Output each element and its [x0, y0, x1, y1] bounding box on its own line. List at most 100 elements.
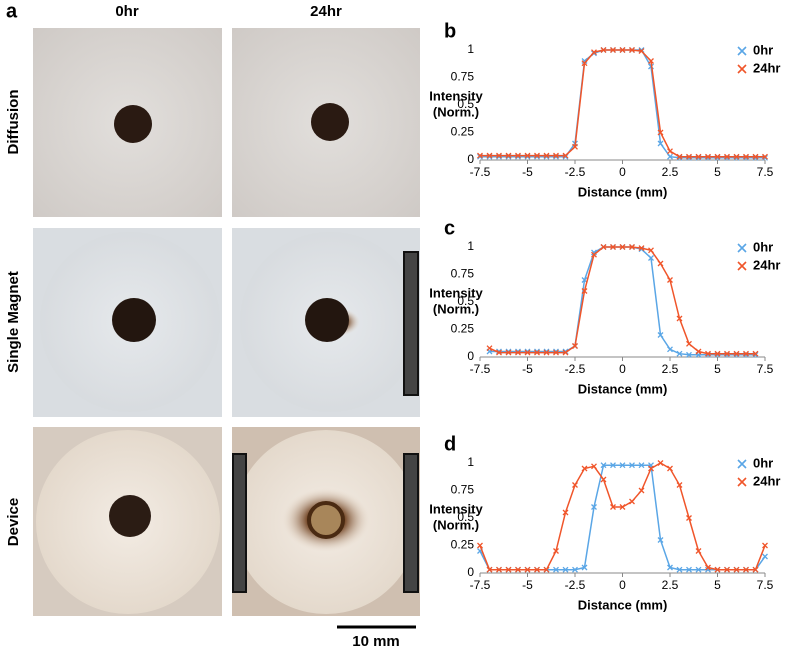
point-marker [676, 153, 683, 160]
row-header: Single Magnet [5, 271, 22, 373]
point-marker [743, 566, 749, 573]
point-marker [752, 566, 759, 573]
point-marker [705, 153, 711, 160]
point-marker [762, 542, 768, 549]
point-marker [581, 60, 588, 67]
point-marker [648, 247, 654, 254]
legend-marker [737, 46, 747, 56]
point-marker [638, 47, 645, 53]
legend-label: 0hr [753, 455, 773, 470]
point-marker [496, 566, 502, 573]
point-marker [619, 244, 626, 250]
point-marker [629, 244, 635, 250]
point-marker [638, 245, 645, 252]
point-marker [695, 348, 702, 355]
y-tick-label: 0 [467, 349, 474, 363]
point-marker [724, 153, 730, 160]
legend-label: 24hr [753, 60, 780, 75]
point-marker [733, 350, 740, 357]
x-tick-label: -5 [522, 578, 533, 592]
series-line [479, 462, 766, 571]
y-axis-title: Intensity [429, 88, 483, 103]
point-marker [534, 349, 540, 356]
point-marker [562, 566, 569, 573]
point-marker [695, 566, 702, 573]
point-marker [667, 153, 673, 160]
point-marker [610, 462, 616, 469]
panel-label: b [444, 20, 456, 42]
point-marker [581, 564, 588, 571]
point-marker [676, 482, 683, 488]
point-marker [629, 462, 635, 469]
y-axis-title: (Norm.) [433, 301, 479, 316]
point-marker [496, 152, 502, 159]
point-marker [581, 277, 588, 283]
point-marker [600, 47, 607, 53]
x-tick-label: 0 [619, 578, 626, 592]
x-tick-label: -2.5 [565, 362, 586, 376]
point-marker [657, 332, 664, 338]
point-marker [524, 566, 531, 573]
point-marker [667, 277, 673, 283]
point-marker [505, 566, 512, 573]
point-marker [638, 48, 645, 55]
legend-label: 0hr [753, 239, 773, 254]
point-marker [629, 498, 635, 505]
magnet [232, 453, 247, 593]
point-marker [553, 152, 559, 159]
point-marker [505, 152, 512, 159]
point-marker [610, 244, 616, 250]
panel-label: d [444, 433, 456, 455]
y-tick-label: 0 [467, 152, 474, 166]
point-marker [705, 564, 711, 571]
x-tick-label: 2.5 [662, 362, 679, 376]
point-marker [714, 350, 721, 357]
series-line [480, 49, 765, 159]
x-tick-label: 2.5 [662, 165, 679, 179]
y-tick-label: 0.75 [451, 70, 475, 84]
legend-label: 24hr [753, 473, 780, 488]
magnet [403, 453, 419, 593]
point-marker [724, 350, 730, 357]
point-marker [534, 566, 540, 573]
point-marker [591, 251, 597, 258]
point-marker [477, 152, 483, 159]
spot [112, 298, 156, 342]
point-marker [610, 47, 616, 53]
x-tick-label: -2.5 [565, 165, 586, 179]
point-marker [676, 350, 683, 357]
point-marker [657, 129, 664, 136]
point-marker [686, 153, 692, 160]
x-tick-label: 7.5 [757, 362, 774, 376]
point-marker [543, 152, 550, 159]
y-tick-label: 0.75 [451, 267, 475, 281]
point-marker [591, 504, 597, 510]
spot [305, 298, 349, 342]
point-marker [524, 152, 531, 159]
point-marker [553, 349, 559, 356]
point-marker [572, 566, 578, 573]
row-header: Device [5, 498, 22, 546]
panel-label: a [6, 0, 18, 22]
point-marker [515, 566, 521, 573]
panel-label: c [444, 217, 455, 239]
column-header: 0hr [115, 3, 139, 20]
x-tick-label: 2.5 [662, 578, 679, 592]
point-marker [581, 58, 588, 64]
legend-marker [737, 261, 747, 271]
point-marker [534, 152, 540, 159]
point-marker [714, 153, 721, 160]
y-tick-label: 1 [467, 42, 474, 56]
point-marker [619, 47, 626, 53]
point-marker [562, 152, 569, 159]
point-marker [695, 548, 702, 554]
y-tick-label: 0.75 [451, 483, 475, 497]
point-marker [638, 487, 645, 494]
x-tick-label: 5 [714, 578, 721, 592]
y-tick-label: 1 [467, 455, 474, 469]
x-tick-label: -7.5 [470, 165, 491, 179]
series-line [489, 246, 756, 356]
point-marker [686, 340, 692, 347]
point-marker [657, 537, 664, 543]
x-tick-label: 5 [714, 165, 721, 179]
